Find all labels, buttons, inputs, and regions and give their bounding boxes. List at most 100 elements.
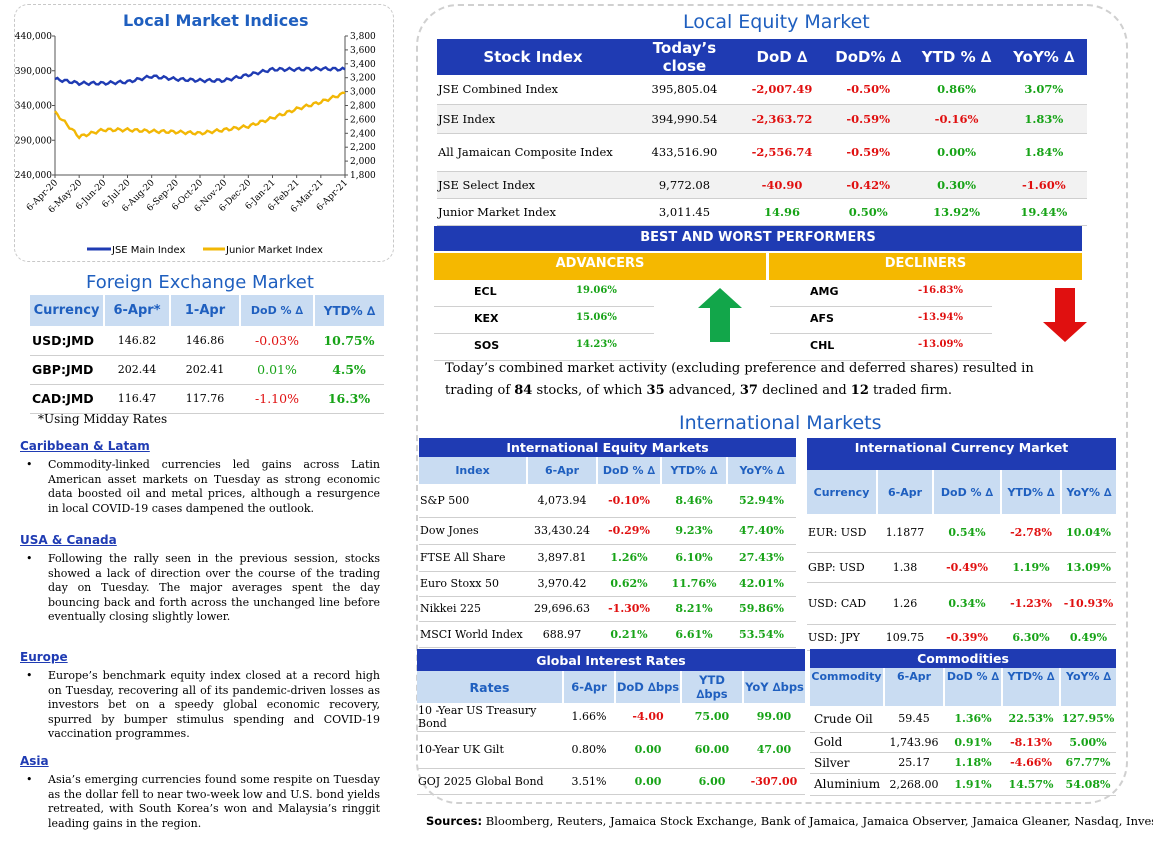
equity-index-name: JSE Select Index — [438, 177, 536, 192]
eq-header-index: Stock Index — [483, 48, 583, 66]
commodity-row-value: 2,268.00 — [889, 777, 939, 791]
news-paragraph: Europe’s benchmark equity index closed a… — [20, 669, 380, 742]
series-junior-line — [54, 91, 346, 140]
com-h-yoy: YoY% ∆ — [1066, 670, 1111, 683]
icur-h-ytd: YTD% ∆ — [1001, 470, 1062, 514]
y-tick-label-right: 3,200 — [350, 74, 376, 84]
equity-dodp: -0.59% — [846, 111, 891, 126]
commodity-row-dod: 1.36% — [954, 712, 992, 726]
rate-row-name: GOJ 2025 Global Bond — [418, 774, 544, 788]
news-item: USA & Canada Following the rally seen in … — [20, 533, 380, 625]
ieq-h-dod: DoD % ∆ — [597, 457, 662, 484]
intl-equity-row-name: MSCI World Index — [420, 627, 523, 641]
rates-title: Global Interest Rates — [536, 652, 686, 668]
equity-row: JSE Select Index 9,772.08 -40.90 -0.42% 0.30… — [437, 171, 1087, 198]
performer-symbol: ECL — [474, 285, 497, 298]
icur-h-date: 6-Apr — [877, 470, 934, 514]
intl-equity-row-value: 29,696.63 — [534, 602, 590, 615]
intl-equity-row-yoy: 59.86% — [739, 602, 784, 615]
y-tick-label-right: 3,000 — [350, 88, 376, 98]
commodity-row-value: 25.17 — [898, 756, 930, 769]
decliner-row: AFS -13.94% — [770, 307, 992, 334]
equity-close: 394,990.54 — [651, 111, 718, 126]
intl-currency-row-yoy: 13.09% — [1066, 560, 1111, 574]
intl-currency-row: EUR: USD 1.1877 0.54% -2.78% 10.04% — [807, 514, 1116, 552]
equity-ytd: 0.30% — [937, 177, 976, 192]
fx-dod: -0.03% — [255, 332, 299, 348]
intl-currency-row-dod: -0.39% — [946, 630, 988, 644]
intl-equity-title: International Equity Markets — [506, 440, 709, 455]
interest-rates-table: Global Interest Rates Rates 6-Apr DoD ∆b… — [417, 649, 805, 795]
equity-yoy: -1.60% — [1021, 177, 1066, 192]
summary-text-1: Today’s combined market activity (exclud… — [445, 361, 1034, 398]
fx-ytd: 4.5% — [332, 362, 366, 377]
commodity-row: Crude Oil 59.45 1.36% 22.53% 127.95% — [810, 706, 1116, 732]
equity-close: 9,772.08 — [658, 177, 711, 192]
y-tick-label-right: 3,600 — [350, 46, 376, 56]
intl-equity-row-ytd: 11.76% — [671, 577, 717, 590]
performer-symbol: AFS — [810, 312, 834, 325]
fx-rate-6apr: 146.82 — [117, 333, 157, 347]
performer-change: -13.94% — [918, 312, 963, 323]
news-paragraph: Following the rally seen in the previous… — [20, 552, 380, 625]
performer-change: 15.06% — [576, 312, 617, 323]
commodity-row-value: 1,743.96 — [889, 735, 939, 749]
intl-currency-title: International Currency Market — [854, 440, 1069, 455]
intl-equity-row: S&P 500 4,073.94 -0.10% 8.46% 52.94% — [419, 484, 796, 517]
y-tick-label-left: 290,000 — [15, 136, 52, 146]
right-panel-border — [416, 4, 1128, 804]
intl-title: International Markets — [679, 412, 882, 434]
rates-h-date: 6-Apr — [563, 671, 616, 703]
rate-row-name: 10 -Year US Treasury Bond — [418, 703, 537, 730]
commodity-row-ytd: -8.13% — [1010, 735, 1052, 749]
equity-dod: -2,556.74 — [751, 145, 813, 159]
equity-dod: 14.96 — [763, 204, 800, 219]
intl-equity-row-yoy: 53.54% — [739, 627, 784, 641]
fx-dod: -1.10% — [255, 391, 299, 406]
commodity-row-name: Gold — [814, 735, 843, 749]
eq-header-close: Today’s close — [652, 39, 717, 75]
equity-index-name: Junior Market Index — [438, 204, 556, 219]
rate-row: 10-Year UK Gilt 0.80% 0.00 60.00 47.00 — [417, 731, 805, 768]
fx-title: Foreign Exchange Market — [86, 272, 314, 293]
equity-ytd: 0.00% — [937, 145, 976, 159]
fx-currency: USD:JMD — [32, 332, 94, 348]
intl-equity-row-yoy: 27.43% — [739, 551, 784, 564]
summary-total: 84 — [514, 383, 533, 398]
rate-row-ytd: 75.00 — [694, 710, 730, 724]
fx-header-ytd: YTD% ∆ — [323, 303, 376, 318]
advancers-header: ADVANCERS — [434, 253, 766, 280]
fx-header-6apr: 6-Apr* — [104, 295, 171, 326]
commodity-row-yoy: 5.00% — [1069, 735, 1107, 749]
fx-row: GBP:JMD 202.44 202.41 0.01% 4.5% — [30, 355, 384, 384]
y-tick-label-left: 340,000 — [15, 102, 52, 112]
intl-equity-row-yoy: 52.94% — [739, 493, 784, 507]
commodity-row-name: Crude Oil — [814, 711, 873, 726]
ieq-h-yoy: YoY% ∆ — [739, 464, 785, 477]
intl-equity-row-value: 3,897.81 — [537, 551, 587, 564]
fx-table: Currency 6-Apr* 1-Apr DoD % ∆ YTD% ∆ USD… — [30, 295, 384, 414]
intl-equity-row-ytd: 6.10% — [675, 551, 713, 564]
intl-equity-table: International Equity Markets Index 6-Apr… — [419, 438, 796, 648]
equity-index-name: JSE Index — [438, 111, 496, 126]
equity-index-name: All Jamaican Composite Index — [438, 145, 613, 159]
intl-equity-row-name: Euro Stoxx 50 — [420, 577, 499, 590]
intl-currency-row-value: 1.1877 — [885, 526, 925, 540]
icur-h-currency: Currency — [807, 470, 878, 514]
intl-equity-row-dod: -0.29% — [608, 524, 650, 537]
commodity-row-yoy: 67.77% — [1065, 756, 1111, 769]
rate-row-yoy: -307.00 — [750, 774, 798, 788]
intl-currency-row: USD: CAD 1.26 0.34% -1.23% -10.93% — [807, 582, 1116, 624]
intl-equity-row-yoy: 42.01% — [739, 577, 784, 590]
com-h-name: Commodity — [810, 668, 885, 706]
rate-row-name: 10-Year UK Gilt — [418, 743, 504, 756]
local-equity-table: Stock Index Today’s close DoD ∆ DoD% ∆ Y… — [437, 39, 1087, 226]
equity-ytd: -0.16% — [934, 111, 979, 126]
intl-currency-row-yoy: -10.93% — [1063, 596, 1114, 610]
indices-chart-box: Local Market Indices 440,000 390,000 340,0… — [14, 4, 394, 262]
series-jse-main-line — [54, 65, 346, 87]
decliners-list: AMG -16.83% AFS -13.94% CHL -13.09% — [770, 280, 992, 361]
y-tick-label-right: 2,200 — [350, 143, 376, 153]
down-arrow-icon — [1043, 288, 1087, 342]
intl-equity-row: Nikkei 225 29,696.63 -1.30% 8.21% 59.86% — [419, 596, 796, 621]
